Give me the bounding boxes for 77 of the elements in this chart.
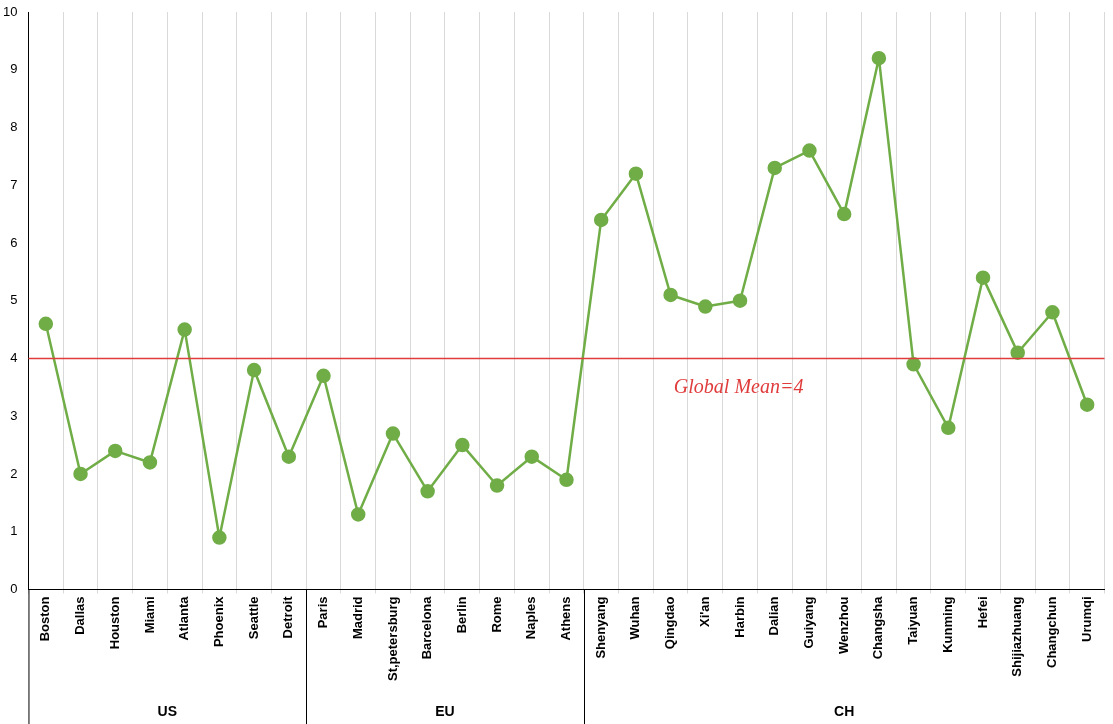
- x-tick-label: Dallas: [72, 596, 88, 635]
- point: [142, 455, 158, 470]
- x-tick-label: Madrid: [349, 596, 365, 640]
- x-tick-label: Qingdao: [662, 596, 678, 650]
- point: [73, 466, 88, 482]
- point: [975, 270, 991, 285]
- x-tick-label: Barcelona: [419, 595, 435, 660]
- x-tick-label: Wuhan: [627, 596, 643, 640]
- y-tick-label: 3: [10, 407, 18, 423]
- x-tick-label: Guiyang: [801, 596, 817, 649]
- x-tick-label: Phoenix: [210, 595, 226, 648]
- x-tick-label: Shijiazhuang: [1009, 596, 1025, 677]
- x-tick-label: Changsha: [870, 595, 886, 660]
- text: US: [157, 702, 178, 719]
- x-tick-label: Xi'an: [696, 596, 712, 628]
- x-tick-label: Miami: [141, 596, 157, 634]
- text: CH: [834, 702, 855, 719]
- point: [802, 143, 817, 158]
- point: [455, 437, 470, 453]
- x-tick-label: Naples: [523, 596, 539, 640]
- y-tick-label: 6: [10, 234, 18, 250]
- y-tick-label: 7: [10, 176, 18, 192]
- point: [246, 362, 262, 378]
- point: [524, 449, 540, 464]
- x-tick-label: Berlin: [453, 596, 469, 634]
- x-tick-label: St,petersburg: [384, 596, 400, 681]
- x-tick-label: Dalian: [766, 596, 782, 636]
- x-tick-label: Shenyang: [592, 596, 608, 659]
- x-tick-label: Harbin: [731, 596, 747, 638]
- x-tick-label: Rome: [488, 596, 504, 633]
- x-tick-label: Kunming: [939, 596, 955, 653]
- y-tick-label: 1: [10, 523, 18, 539]
- y-tick-label: 10: [2, 3, 18, 19]
- x-tick-label: Hefei: [974, 596, 990, 629]
- y-tick-label: 8: [10, 119, 18, 135]
- x-tick-label: Houston: [106, 596, 122, 650]
- x-tick-label: Paris: [315, 596, 331, 629]
- point: [420, 484, 435, 499]
- point: [941, 420, 956, 436]
- point: [593, 212, 609, 228]
- point: [559, 472, 574, 488]
- point: [871, 50, 887, 66]
- point: [212, 530, 227, 545]
- point: [628, 166, 644, 181]
- point: [836, 206, 852, 222]
- x-tick-label: Atlanta: [176, 595, 192, 641]
- x-tick-label: Taiyuan: [905, 596, 921, 645]
- point: [281, 449, 297, 464]
- text: EU: [435, 702, 455, 719]
- point: [1079, 397, 1095, 412]
- x-tick-label: Boston: [37, 596, 53, 642]
- point: [698, 299, 713, 314]
- x-tick-label: Detroit: [280, 595, 296, 639]
- point: [1010, 345, 1025, 360]
- point: [663, 287, 678, 303]
- x-tick-label: Wenzhou: [835, 596, 851, 655]
- point: [906, 357, 921, 372]
- y-tick-label: 5: [10, 292, 18, 308]
- x-tick-label: Changchun: [1044, 596, 1060, 668]
- point: [350, 507, 366, 522]
- y-tick-label: 0: [10, 581, 18, 597]
- x-tick-label: Urumqi: [1078, 596, 1094, 642]
- point: [38, 316, 54, 332]
- y-tick-label: 4: [10, 350, 18, 366]
- x-tick-label: Seattle: [245, 596, 261, 640]
- point: [385, 426, 401, 441]
- x-tick-label: Athens: [558, 596, 574, 641]
- point: [316, 368, 331, 384]
- point: [489, 478, 505, 493]
- point: [107, 443, 123, 459]
- point: [177, 322, 192, 337]
- point: [767, 160, 782, 176]
- ref-line-label: Global Mean=4: [673, 374, 804, 397]
- point: [1045, 305, 1060, 320]
- y-tick-label: 9: [10, 61, 18, 77]
- point: [732, 293, 748, 308]
- y-tick-label: 2: [10, 465, 18, 481]
